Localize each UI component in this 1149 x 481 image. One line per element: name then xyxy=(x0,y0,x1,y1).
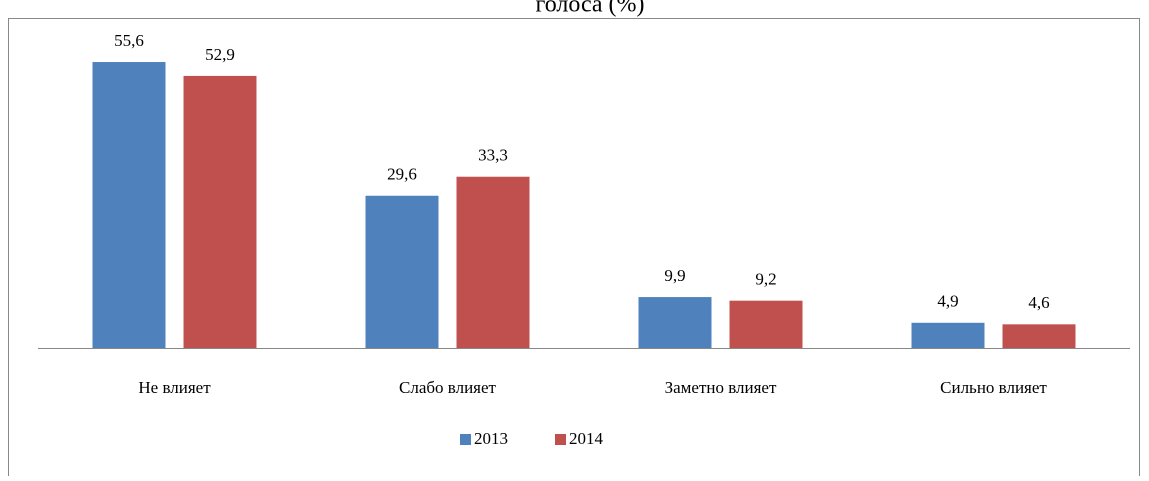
bar xyxy=(1002,324,1076,348)
x-tick-label: Заметно влияет xyxy=(665,378,777,397)
data-label: 4,6 xyxy=(1028,293,1049,312)
data-label: 55,6 xyxy=(114,31,144,50)
legend-swatch xyxy=(555,434,566,445)
data-label: 9,9 xyxy=(664,266,685,285)
x-tick-label: Слабо влияет xyxy=(399,378,497,397)
data-label: 33,3 xyxy=(478,146,508,165)
x-tick-label: Сильно влияет xyxy=(940,378,1047,397)
chart-frame xyxy=(8,18,1140,481)
legend-label: 2013 xyxy=(474,429,508,448)
legend-label: 2014 xyxy=(569,429,604,448)
legend-swatch xyxy=(460,434,471,445)
bar xyxy=(183,75,257,348)
bar xyxy=(911,322,985,348)
bar xyxy=(729,300,803,348)
bar xyxy=(365,195,439,348)
data-label: 52,9 xyxy=(205,45,235,64)
bar xyxy=(456,176,530,348)
chart-title: голоса (%) xyxy=(535,0,644,18)
data-label: 29,6 xyxy=(387,165,417,184)
data-label: 4,9 xyxy=(937,292,958,311)
bar xyxy=(638,297,712,348)
bar xyxy=(92,62,166,348)
x-tick-label: Не влияет xyxy=(138,378,211,397)
data-label: 9,2 xyxy=(755,270,776,289)
